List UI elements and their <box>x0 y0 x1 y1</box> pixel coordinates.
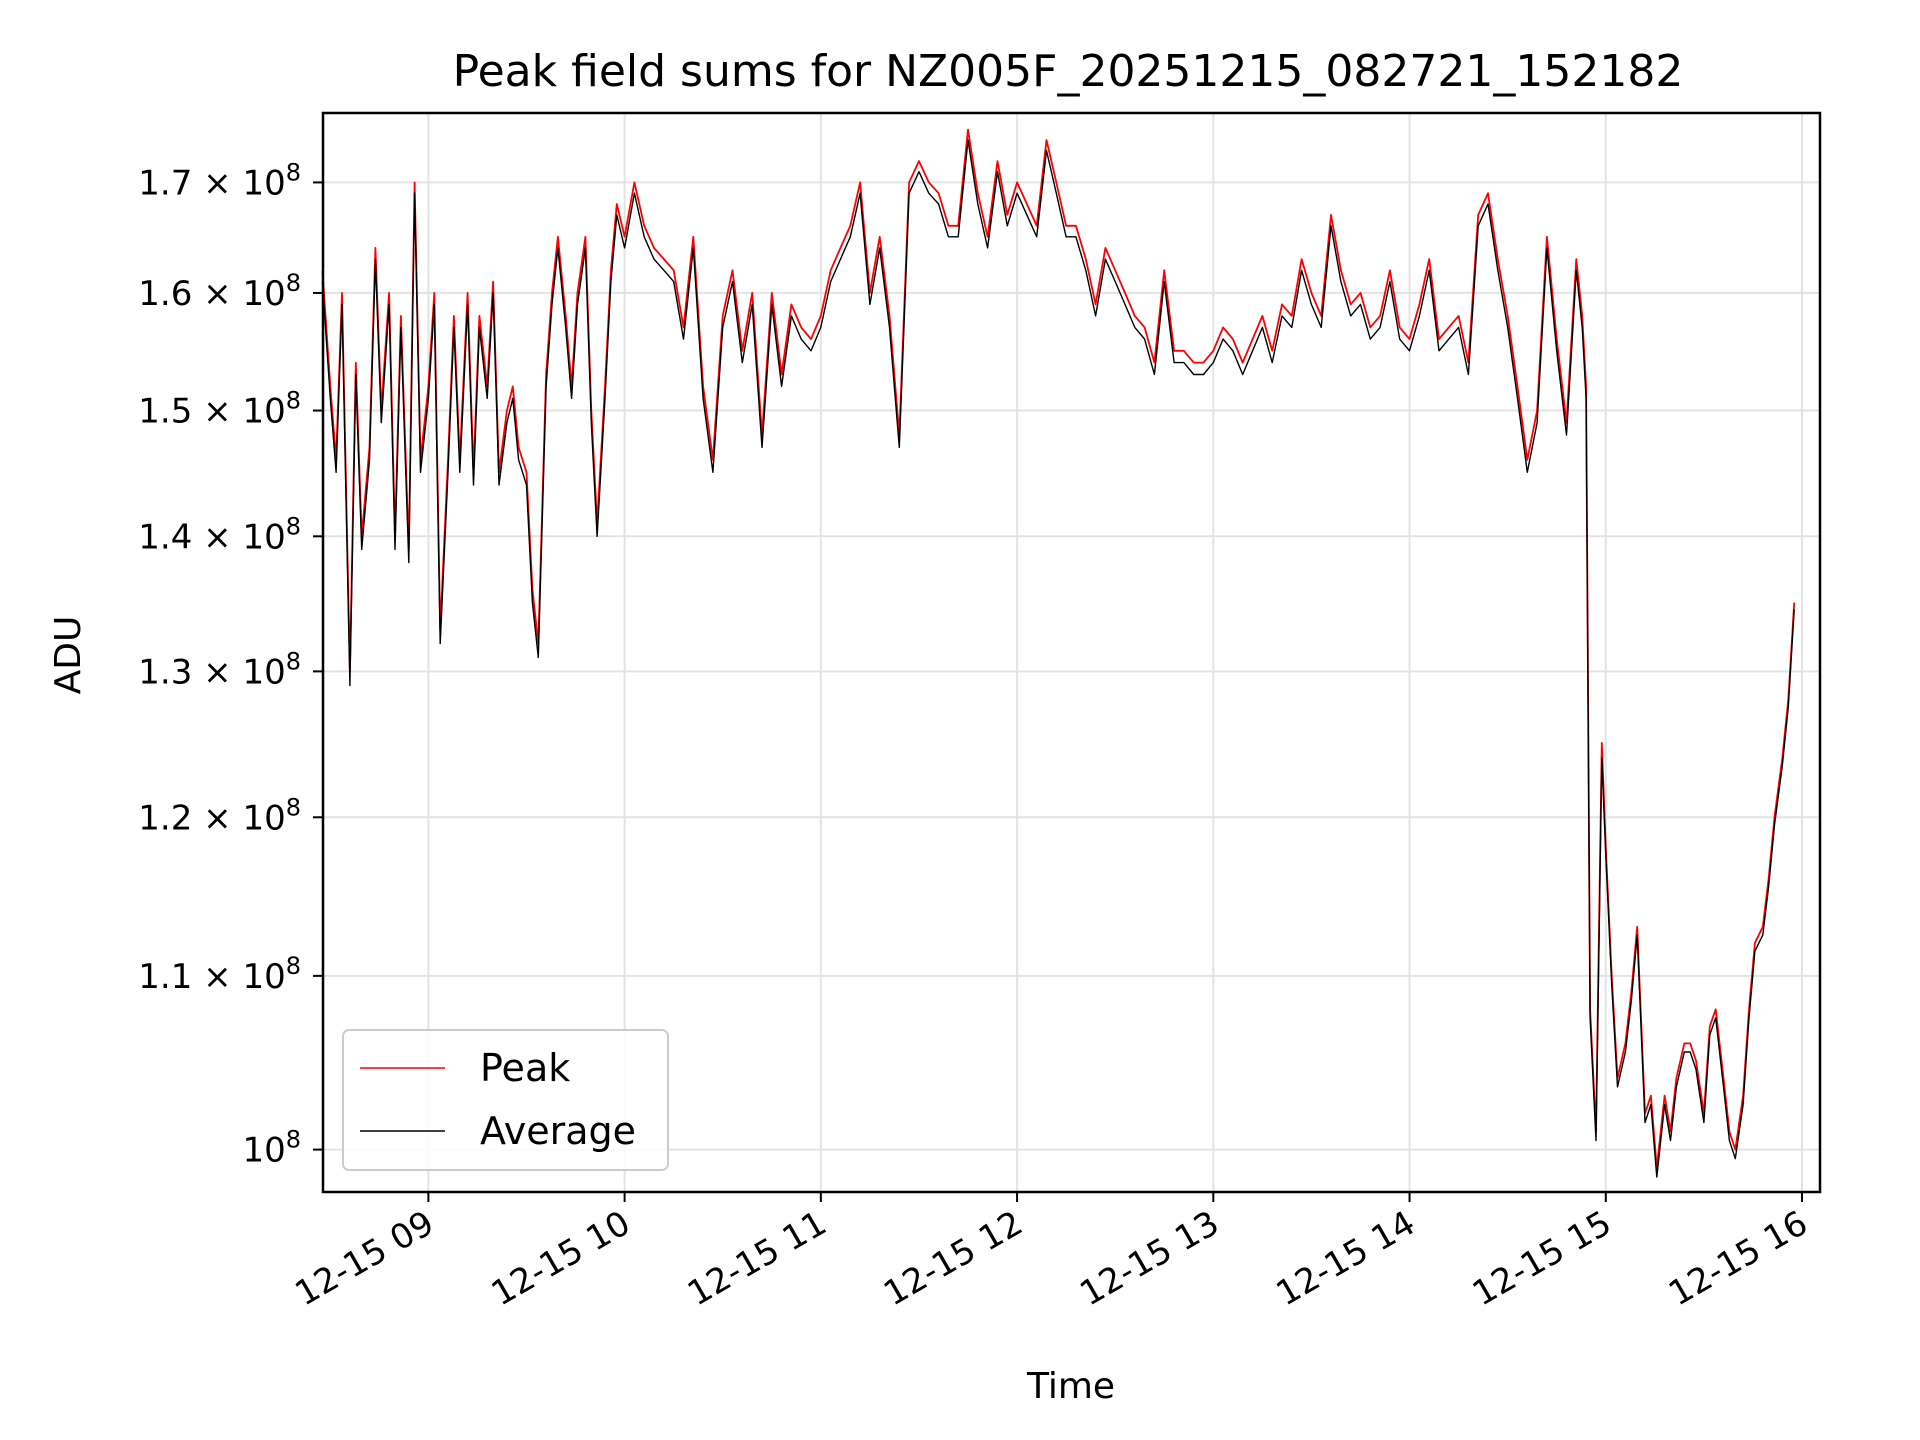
y-tick-label: 1.4 × 108 <box>138 512 301 557</box>
chart-title: Peak field sums for NZ005F_20251215_0827… <box>453 46 1684 97</box>
legend: Peak Average <box>342 1029 669 1171</box>
y-tick-label: 1.7 × 108 <box>138 158 301 203</box>
series-line-average <box>321 139 1795 1178</box>
y-tick-label: 1.6 × 108 <box>138 269 301 314</box>
y-axis-ticks: 108 1.1 × 108 1.2 × 108 1.3 × 108 1.4 × 108 1… <box>138 158 323 1171</box>
plot-frame <box>321 111 1822 1194</box>
y-tick-label: 1.1 × 108 <box>138 952 301 997</box>
y-tick-label: 1.5 × 108 <box>138 387 301 432</box>
y-tick-label: 1.3 × 108 <box>138 647 301 692</box>
y-tick-label: 1.2 × 108 <box>138 793 301 838</box>
y-axis-label: ADU <box>48 616 89 695</box>
legend-box <box>342 1029 669 1171</box>
x-axis-label: Time <box>1026 1366 1115 1407</box>
legend-label-average: Average <box>480 1109 636 1153</box>
series-layer <box>321 128 1796 1178</box>
y-tick-label: 108 <box>242 1126 301 1171</box>
legend-label-peak: Peak <box>480 1046 570 1090</box>
